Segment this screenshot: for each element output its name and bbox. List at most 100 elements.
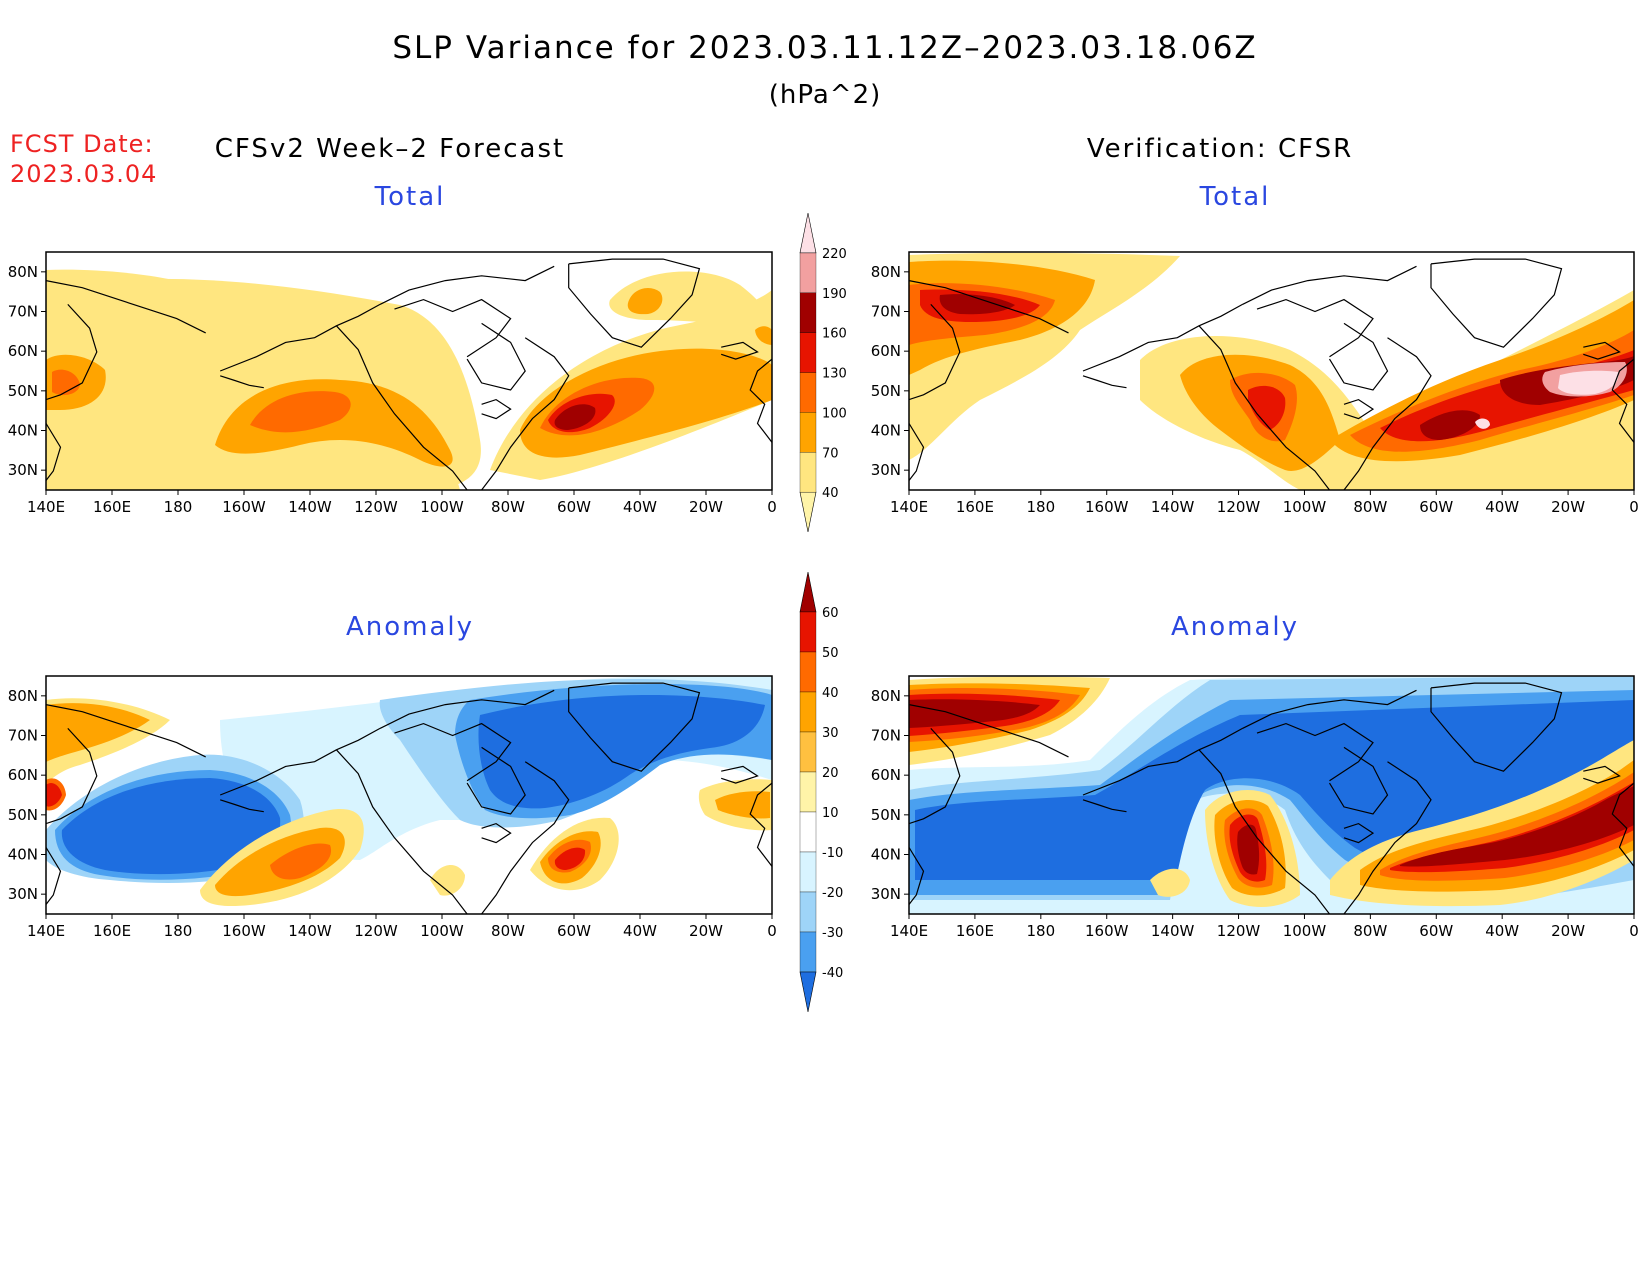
colorbar-label: 30 xyxy=(822,726,839,741)
colorbar-segment xyxy=(799,212,817,254)
shading-red xyxy=(554,847,586,870)
lon-tick-label: 60W xyxy=(1419,922,1453,940)
main-title: SLP Variance for 2023.03.11.12Z–2023.03.… xyxy=(392,30,1258,66)
coastline xyxy=(1583,341,1621,360)
coastline xyxy=(481,761,570,914)
coastline xyxy=(909,704,1069,758)
shading-red xyxy=(46,783,62,807)
coastline xyxy=(1343,398,1375,420)
coastline xyxy=(1256,298,1374,358)
verification-anomaly-shading xyxy=(909,676,1634,914)
lon-tick-label: 80W xyxy=(1353,922,1387,940)
coastline xyxy=(46,280,206,334)
lon-tick-label: 160E xyxy=(956,922,994,940)
lon-tick-label: 40W xyxy=(1485,922,1519,940)
shading-dark-red xyxy=(1237,824,1260,875)
lon-tick-label: 100W xyxy=(420,498,464,516)
lon-tick-label: 100W xyxy=(1283,498,1327,516)
lat-tick-label: 70N xyxy=(871,727,901,745)
coastline xyxy=(46,704,206,758)
coastline xyxy=(1242,265,1417,305)
shading-orange xyxy=(46,703,150,762)
coastline xyxy=(481,398,512,420)
verification-total-frame xyxy=(908,251,1635,491)
axis-labels: 140E 160E 180 160W 140W 120W 100W 80W 60W 40W 20W 0… xyxy=(8,263,1639,940)
lon-tick-label: 0 xyxy=(767,922,777,940)
colorbar-segment xyxy=(799,571,817,613)
lat-tick-label: 30N xyxy=(871,461,901,479)
colorbar-segment xyxy=(799,851,817,893)
lon-tick-label: 60W xyxy=(557,922,591,940)
coastline xyxy=(1343,822,1375,844)
shading-red xyxy=(1248,385,1286,430)
shading-dark-orange xyxy=(52,369,80,396)
lat-tick-label: 30N xyxy=(8,461,38,479)
verification-column-title: Verification: CFSR xyxy=(1086,134,1354,164)
coastline xyxy=(1082,375,1127,389)
coastline xyxy=(466,746,526,815)
shading-dark-red xyxy=(554,404,596,430)
lon-tick-label: 0 xyxy=(767,498,777,516)
lat-tick-label: 60N xyxy=(871,342,901,360)
colorbar-segment xyxy=(799,691,817,733)
coastline xyxy=(909,303,961,401)
coastline xyxy=(1583,765,1621,784)
forecast-total-frame xyxy=(45,251,773,491)
shading-orange xyxy=(755,326,772,345)
colorbar-segment xyxy=(799,611,817,653)
coastline xyxy=(219,727,381,796)
lon-tick-label: 100W xyxy=(420,922,464,940)
coastline xyxy=(219,303,381,372)
coastline xyxy=(1611,782,1634,867)
colorbar-segment xyxy=(799,452,817,493)
shading-dark-orange xyxy=(250,391,351,433)
colorbar-label: 20 xyxy=(822,766,839,781)
coastline xyxy=(1328,322,1389,391)
verification-anomaly-coastlines xyxy=(909,682,1634,914)
colorbar-label: 190 xyxy=(822,287,847,302)
coastline xyxy=(909,423,925,481)
lat-tick-label: 80N xyxy=(8,263,38,281)
coastline xyxy=(1082,799,1127,813)
lon-tick-label: 160W xyxy=(1085,498,1129,516)
shading-dark-orange xyxy=(270,843,332,880)
lat-tick-label: 80N xyxy=(8,687,38,705)
shading-pale-pink xyxy=(1475,418,1490,429)
coastline xyxy=(379,265,555,305)
shading-dark-red xyxy=(939,294,1015,315)
colorbar-label: -10 xyxy=(822,846,843,861)
coastline xyxy=(1082,303,1243,372)
lon-tick-label: 60W xyxy=(557,498,591,516)
colorbar-label: 10 xyxy=(822,806,839,821)
coastline xyxy=(1343,337,1432,490)
lat-tick-label: 30N xyxy=(871,885,901,903)
colorbars: 40 70 100 130 160 190 220 60 50 40 30 20 10 -10 -20 -30… xyxy=(799,212,847,1013)
coastline xyxy=(379,689,555,729)
colorbar-label: 100 xyxy=(822,406,847,421)
lon-tick-label: 40W xyxy=(623,498,657,516)
lon-tick-label: 140W xyxy=(1151,922,1195,940)
lon-tick-label: 60W xyxy=(1419,498,1453,516)
lon-tick-label: 160W xyxy=(222,498,266,516)
lon-tick-label: 40W xyxy=(623,922,657,940)
lat-tick-label: 70N xyxy=(871,303,901,321)
lon-tick-label: 140E xyxy=(27,922,65,940)
lon-tick-label: 120W xyxy=(1217,922,1261,940)
colorbar-label: 60 xyxy=(822,606,839,621)
forecast-anomaly-map xyxy=(46,676,772,907)
coastlines xyxy=(46,258,1634,914)
coastline xyxy=(721,341,759,360)
verification-total-map xyxy=(909,252,1634,490)
coastline xyxy=(335,325,468,490)
lon-tick-label: 160W xyxy=(222,922,266,940)
coastline xyxy=(1611,358,1634,443)
shading-yellow xyxy=(609,271,772,330)
colorbar-segment xyxy=(799,651,817,693)
colorbar-label: 160 xyxy=(822,327,847,342)
coastline xyxy=(220,799,264,813)
coastline xyxy=(909,727,961,825)
shading-yellow xyxy=(430,864,465,896)
lon-tick-label: 140E xyxy=(27,498,65,516)
shading-red xyxy=(1390,782,1634,873)
